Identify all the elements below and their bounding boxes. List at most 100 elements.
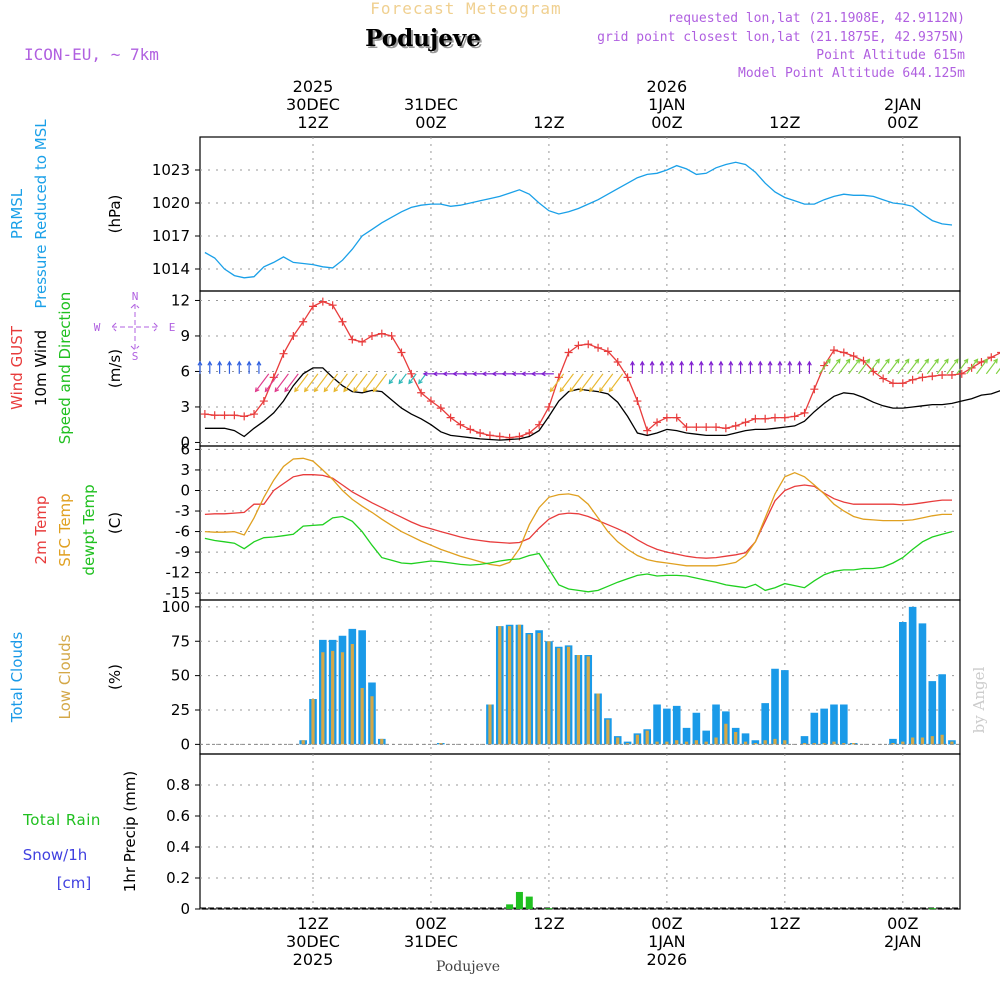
gust-marker [879,374,888,383]
wind-arrow [589,373,604,392]
wind-arrow-head [398,379,404,385]
low-cloud-bar [537,633,541,745]
wind-arrow [363,373,378,392]
wind-arrow [255,373,270,392]
y-tick-label: 1014 [152,260,190,278]
wind-arrow-head [738,360,744,366]
wind-arrow [828,359,841,375]
wind-arrow-head [530,371,536,377]
side-labels: PRMSL Pressure Reduced to MSL Wind GUST 10m… [8,119,101,892]
wind-arrow [867,359,880,375]
y-tick-label: -3 [175,502,190,520]
low-cloud-bar [586,656,590,745]
compass-s: S [132,350,139,363]
series-line [204,161,953,279]
wind-arrow-head [973,358,979,364]
wind-arrow-head [343,387,348,393]
wind-arrow-head [284,387,289,393]
y-tick-label: 0.4 [166,838,190,856]
gust-marker [525,428,534,437]
compass-n: N [132,290,139,303]
y-axis-label: (m/s) [106,349,124,388]
gust-marker [456,420,465,429]
series-line [204,474,952,559]
low-cloud-bar [891,743,895,745]
wind-arrow-head [501,371,507,377]
gust-marker [358,337,367,346]
y-tick-label: 1020 [152,194,190,212]
low-cloud-bar [743,741,748,745]
wind-arrow-head [432,371,438,377]
total-cloud-bar [781,670,789,745]
wind-arrow [966,359,978,375]
low-cloud-bar [940,734,944,745]
wind-arrow [304,373,319,392]
wind-arrow [608,373,624,392]
time-label-top: 2026 [647,77,688,96]
wind-arrow-head [787,360,793,366]
y-tick-label: 75 [171,632,190,650]
wind-arrow-head [264,387,270,393]
time-label-bottom: 2JAN [884,932,922,951]
y-axis-label: 1hr Precip (mm) [121,771,139,892]
wind-arrow-head [797,360,803,366]
wind-arrow [985,359,998,375]
low-cloud-bar [773,738,777,745]
wind-arrow-head [944,358,949,364]
total-cloud-bar [889,738,897,745]
gust-marker [643,426,652,435]
low-cloud-bar [655,741,659,745]
location-title-shadow: Podujeve [367,27,483,54]
total-cloud-bar [800,736,809,745]
y-axis-label: (C) [106,512,124,534]
requested-coords: requested lon,lat (21.1908E, 42.9112N) [668,11,965,26]
time-label-bottom: 30DEC [286,932,340,951]
gridpoint-coords: grid point closest lon,lat (21.1875E, 42… [597,30,965,45]
gust-marker [712,423,721,432]
wind-arrow-head [549,387,555,393]
gust-marker [692,423,701,432]
wind-arrow-head [598,387,604,393]
wind-arrow [264,373,280,392]
gust-marker [987,353,996,362]
low-cloud-bar [950,741,954,745]
wind-arrow-head [689,360,694,366]
wind-panel: 0 3 6 9 12 (m/s) N W E S [94,290,1000,451]
wind-arrow [599,373,614,392]
rain-bar [515,891,523,909]
wind-arrow-head [845,358,851,364]
gust-marker [485,431,494,440]
wind-arrow [897,359,910,375]
y-tick-label: 6 [180,440,190,458]
wind-arrow-head [579,387,584,393]
gust-marker [200,410,209,419]
total-cloud-bar [712,704,720,745]
wind-arrow-head [442,371,448,377]
total-cloud-bar [653,704,661,745]
wind-arrow [858,359,870,375]
low-cloud-bar [380,738,384,745]
gust-marker [240,412,249,421]
wind-arrow [408,373,417,384]
gust-marker [544,402,553,411]
total-cloud-bar [938,674,946,745]
low-cloud-bar [596,693,600,745]
low-cloud-bar [763,740,767,745]
y-tick-label: 50 [171,667,190,685]
pressure-label-1: PRMSL [8,188,26,239]
wind-arrow [388,373,398,384]
time-label-top: 1JAN [648,95,686,114]
rain-bar [506,904,514,909]
wind-arrow [373,373,388,392]
gust-marker [957,369,966,378]
gust-marker [377,329,386,338]
low-cloud-bar [665,741,669,745]
low-cloud-bar [812,743,816,745]
total-cloud-bar [761,703,769,745]
time-label-top: 00Z [651,113,682,132]
total-rain-label: Total Rain [22,811,101,829]
gust-marker [761,414,770,423]
